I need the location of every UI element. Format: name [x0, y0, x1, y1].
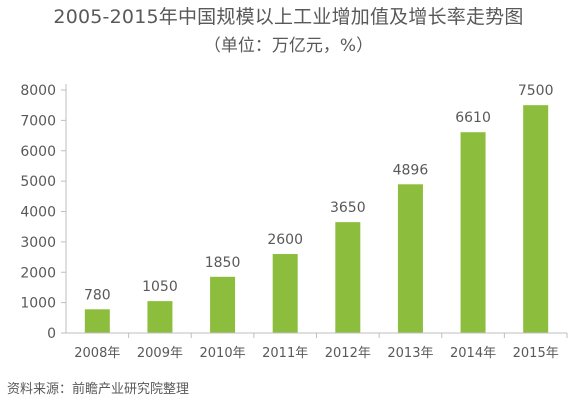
y-axis: 0 1000 2000 3000 4000 5000 6000 7000 8000 [20, 83, 67, 342]
y-tick-label: 2000 [20, 265, 56, 281]
y-tick-label: 4000 [20, 205, 56, 221]
data-label: 4896 [393, 162, 429, 178]
y-tick-label: 5000 [20, 174, 56, 190]
x-tick-label: 2015年 [513, 346, 559, 361]
bar [272, 254, 298, 333]
bar [523, 105, 549, 333]
x-tick-label: 2011年 [262, 346, 308, 361]
bar [397, 184, 423, 333]
bar [460, 132, 486, 333]
source-note: 资料来源：前瞻产业研究院整理 [7, 382, 190, 397]
data-label: 7500 [518, 83, 554, 99]
y-tick-label: 6000 [20, 144, 56, 160]
data-label: 2600 [267, 232, 303, 248]
value-labels: 780 1050 1850 2600 3650 4896 6610 7500 [84, 83, 554, 303]
x-tick-label: 2010年 [200, 346, 246, 361]
x-tick-label: 2009年 [137, 346, 183, 361]
bar [210, 276, 236, 333]
data-label: 1850 [205, 255, 241, 271]
bars [84, 105, 549, 333]
x-tick-label: 2014年 [450, 346, 496, 361]
y-tick-label: 0 [47, 326, 56, 342]
bar [147, 301, 173, 333]
x-tick-label: 2008年 [74, 346, 120, 361]
bar [84, 309, 110, 333]
data-label: 1050 [142, 279, 178, 295]
y-tick-label: 7000 [20, 113, 56, 129]
y-tick-label: 8000 [20, 83, 56, 99]
x-tick-label: 2013年 [387, 346, 433, 361]
y-tick-label: 3000 [20, 235, 56, 251]
data-label: 6610 [455, 110, 491, 126]
bar [335, 222, 361, 333]
chart-subtitle: （单位：万亿元，%） [203, 36, 374, 56]
chart-title: 2005-2015年中国规模以上工业增加值及增长率走势图 [53, 6, 524, 28]
x-axis: 2008年 2009年 2010年 2011年 2012年 2013年 2014年 2015年 [66, 332, 568, 361]
data-label: 3650 [330, 200, 366, 216]
y-tick-label: 1000 [20, 296, 56, 312]
x-tick-label: 2012年 [325, 346, 371, 361]
data-label: 780 [84, 287, 111, 303]
